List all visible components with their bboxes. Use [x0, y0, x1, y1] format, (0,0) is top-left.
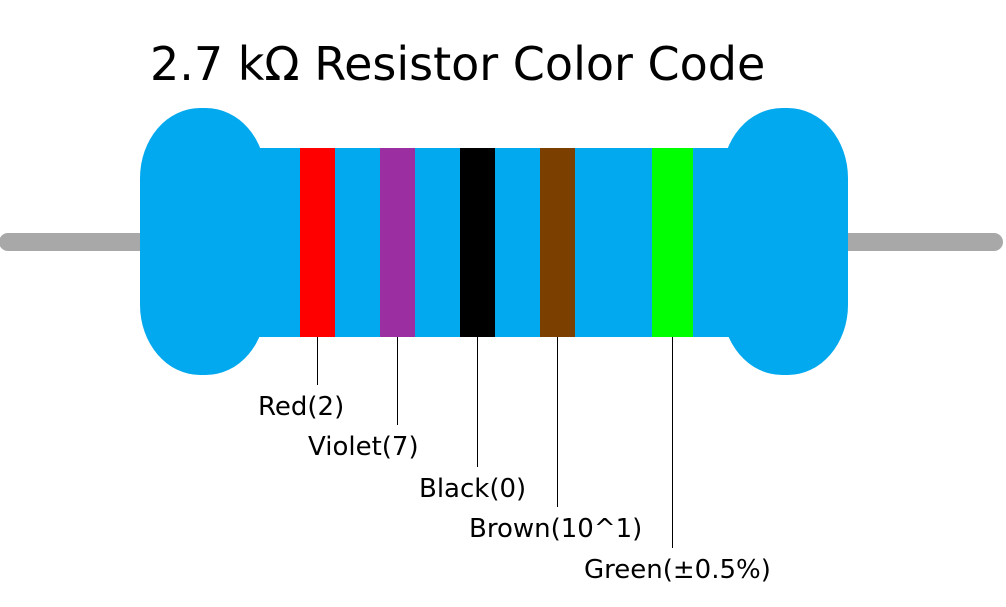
title: 2.7 kΩ Resistor Color Code — [150, 37, 765, 91]
band-label: Green(±0.5%) — [584, 555, 771, 585]
color-band — [460, 148, 495, 337]
band-label: Brown(10^1) — [469, 514, 642, 544]
color-band — [652, 148, 693, 337]
color-band — [300, 148, 335, 337]
bands: Red(2) Violet(7)Black(0) Brown(10^1) Green(… — [258, 148, 771, 585]
resistor-cap-right — [722, 108, 848, 375]
band-label: Violet(7) — [308, 432, 419, 462]
color-band — [540, 148, 575, 337]
resistor-cap-left — [140, 108, 266, 375]
band-label: Red(2) — [258, 392, 344, 422]
band-label: Black(0) — [419, 474, 526, 504]
color-band — [380, 148, 415, 337]
